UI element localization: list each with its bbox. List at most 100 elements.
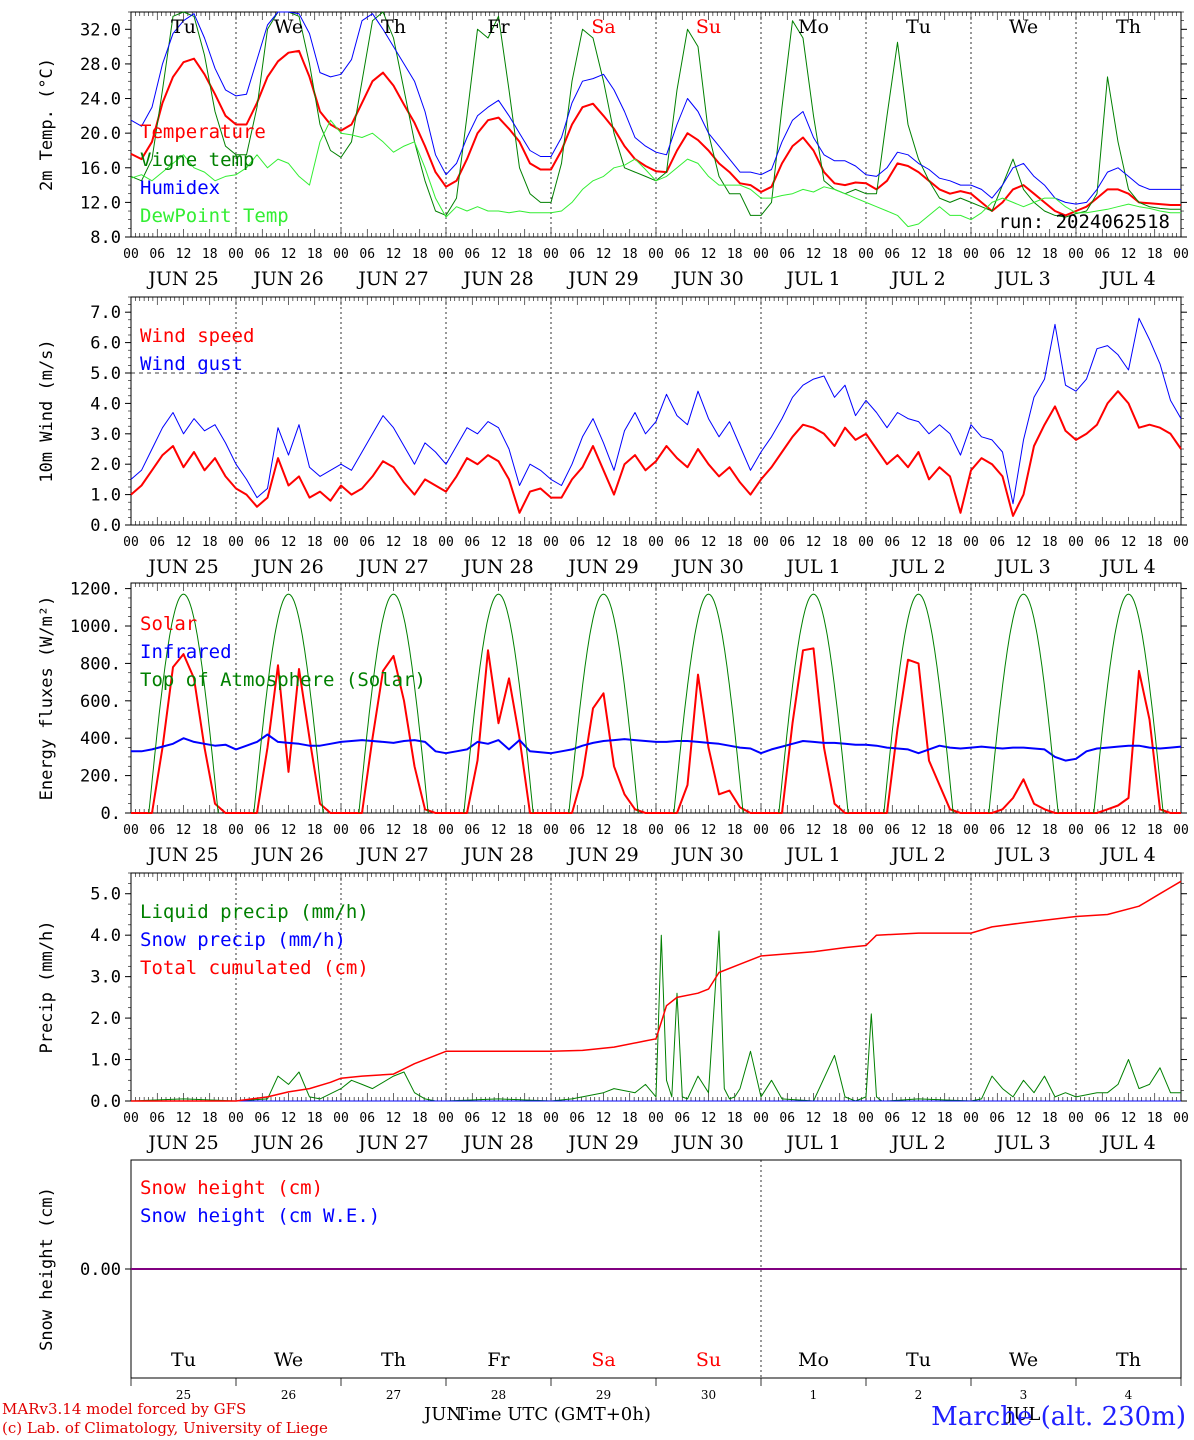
hour-label: 12 [596,1111,612,1126]
series-line [131,880,1182,1102]
series-line [130,390,1182,517]
hour-label: 00 [543,535,559,550]
hour-label: 06 [569,823,585,838]
hour-label: 18 [937,535,953,550]
weekday-label: Fr [487,1349,510,1371]
hour-label: 00 [963,823,979,838]
hour-label: 00 [543,823,559,838]
hour-label: 00 [753,535,769,550]
hour-label: 12 [491,1111,507,1126]
hour-label: 18 [412,1111,428,1126]
y-tick-label: 7.0 [90,303,121,323]
hour-label: 00 [123,535,139,550]
hour-label: 00 [228,823,244,838]
date-label: JUL 1 [784,1132,840,1154]
hour-label: 00 [1068,1111,1084,1126]
hour-label: 00 [228,1111,244,1126]
date-label: JUN 30 [671,844,743,866]
y-tick-label: 24.0 [80,90,121,110]
hour-label: 18 [1147,823,1163,838]
date-label: JUL 3 [994,268,1050,290]
date-label: JUL 1 [784,556,840,578]
hour-label: 00 [438,535,454,550]
series-line [130,930,1181,1102]
hour-label: 00 [333,535,349,550]
hour-label: 00 [1068,535,1084,550]
hour-label: 18 [622,247,638,262]
date-label: JUN 29 [566,844,638,866]
date-label: JUL 1 [784,268,840,290]
series-line-toa [988,593,1059,814]
hour-label: 18 [832,247,848,262]
y-tick-label: 8.0 [90,228,121,248]
day-number: 28 [491,1388,506,1402]
series-line [131,733,1182,762]
hour-label: 12 [911,823,927,838]
legend-entry: DewPoint Temp [140,205,289,227]
hour-label: 06 [569,1111,585,1126]
hour-label: 00 [648,535,664,550]
series-line-toa [358,593,429,814]
legend-entry: Temperature [140,121,266,143]
y-tick-label: 200. [80,767,121,787]
y-axis-label: 2m Temp. (°C) [37,58,57,191]
hour-label: 06 [464,535,480,550]
hour-label: 12 [386,247,402,262]
weekday-label: Sa [591,1349,615,1371]
hour-label: 00 [858,535,874,550]
hour-label: 00 [1068,823,1084,838]
hour-label: 18 [1042,823,1058,838]
hour-label: 06 [359,535,375,550]
hour-label: 12 [596,823,612,838]
y-tick-label: 1200. [70,580,121,600]
date-label: JUL 4 [1099,268,1155,290]
y-tick-label: 2.0 [90,455,121,475]
hour-label: 12 [281,1111,297,1126]
hour-label: 00 [123,823,139,838]
date-label: JUN 26 [251,556,323,578]
hour-label: 00 [438,247,454,262]
legend-entry: Wind speed [140,325,254,347]
station-name: Marche (alt. 230m) [931,1402,1186,1432]
day-number: 2 [915,1388,923,1402]
hour-label: 18 [1147,247,1163,262]
y-tick-label: 28.0 [80,55,121,75]
day-number: 4 [1125,1388,1133,1402]
y-tick-label: 1000. [70,617,121,637]
hour-label: 18 [1042,1111,1058,1126]
hour-label: 06 [989,247,1005,262]
date-label: JUN 29 [566,556,638,578]
weekday-label: Sa [591,16,615,38]
hour-label: 18 [937,247,953,262]
hour-label: 06 [464,1111,480,1126]
hour-label: 12 [911,1111,927,1126]
hour-label: 06 [149,247,165,262]
day-number: 27 [386,1388,401,1402]
hour-label: 00 [1173,823,1189,838]
weekday-label: Tu [906,16,931,38]
hour-label: 06 [884,535,900,550]
y-tick-label: 800. [80,654,121,674]
weekday-label: Mo [798,1349,829,1371]
hour-label: 18 [202,535,218,550]
y-tick-label: 0.0 [90,516,121,536]
series-line-toa [253,593,324,814]
series-line-toa [463,593,534,814]
hour-label: 12 [911,247,927,262]
series-line [131,647,1181,814]
y-tick-label: 0.0 [90,1092,121,1112]
hour-label: 06 [779,823,795,838]
hour-label: 18 [727,247,743,262]
weekday-label: Th [1116,16,1141,38]
date-label: JUN 26 [251,844,323,866]
date-label: JUN 30 [671,556,743,578]
hour-label: 18 [202,1111,218,1126]
y-tick-label: 6.0 [90,334,121,354]
date-label: JUN 28 [461,556,533,578]
lab-credit: (c) Lab. of Climatology, University of L… [2,1419,328,1437]
legend-entry: Wind gust [140,353,243,375]
time-axis-label: Time UTC (GMT+0h) [456,1404,651,1425]
hour-label: 18 [517,535,533,550]
hour-label: 12 [176,1111,192,1126]
date-label: JUL 4 [1099,1132,1155,1154]
